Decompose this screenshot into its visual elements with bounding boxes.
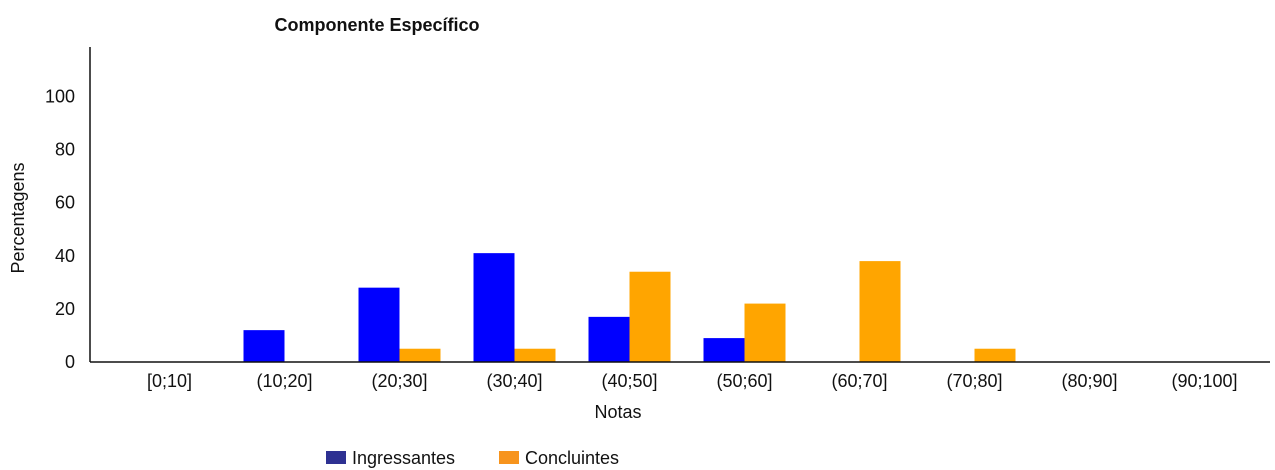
bar-concluintes-7 [974,348,1016,362]
x-tick-label: (40;50] [601,371,657,391]
bar-concluintes-3 [514,348,556,362]
legend: Ingressantes Concluintes [326,448,619,468]
x-tick-label: (10;20] [256,371,312,391]
bar-ingressantes-1 [243,330,285,362]
y-axis-label: Percentagens [8,162,28,273]
x-axis-label: Notas [594,402,641,422]
y-axis-ticks: 0 20 40 60 80 100 [45,87,75,373]
x-tick-label: (60;70] [831,371,887,391]
legend-label-concluintes: Concluintes [525,448,619,468]
x-axis-ticks: [0;10] (10;20] (20;30] (30;40] (40;50] (50;60… [147,371,1238,391]
x-tick-label: (80;90] [1061,371,1117,391]
legend-swatch-concluintes [499,451,519,464]
x-tick-label: (20;30] [371,371,427,391]
y-tick-label: 80 [55,140,75,160]
legend-swatch-ingressantes [326,451,346,464]
bar-concluintes-6 [859,261,901,362]
y-tick-label: 0 [65,352,75,372]
legend-label-ingressantes: Ingressantes [352,448,455,468]
y-tick-label: 60 [55,193,75,213]
bar-concluintes-4 [629,271,671,362]
x-tick-label: (90;100] [1171,371,1237,391]
bar-ingressantes-3 [473,253,515,362]
y-tick-label: 100 [45,87,75,107]
bar-ingressantes-4 [588,316,630,362]
x-tick-label: [0;10] [147,371,192,391]
bar-concluintes-2 [399,348,441,362]
bar-ingressantes-5 [703,338,745,362]
y-tick-label: 20 [55,299,75,319]
bars [243,253,1016,362]
x-tick-label: (50;60] [716,371,772,391]
chart-title: Componente Específico [274,15,479,35]
y-tick-label: 40 [55,246,75,266]
bar-ingressantes-2 [358,287,400,362]
bar-concluintes-5 [744,303,786,362]
x-tick-label: (70;80] [946,371,1002,391]
x-tick-label: (30;40] [486,371,542,391]
